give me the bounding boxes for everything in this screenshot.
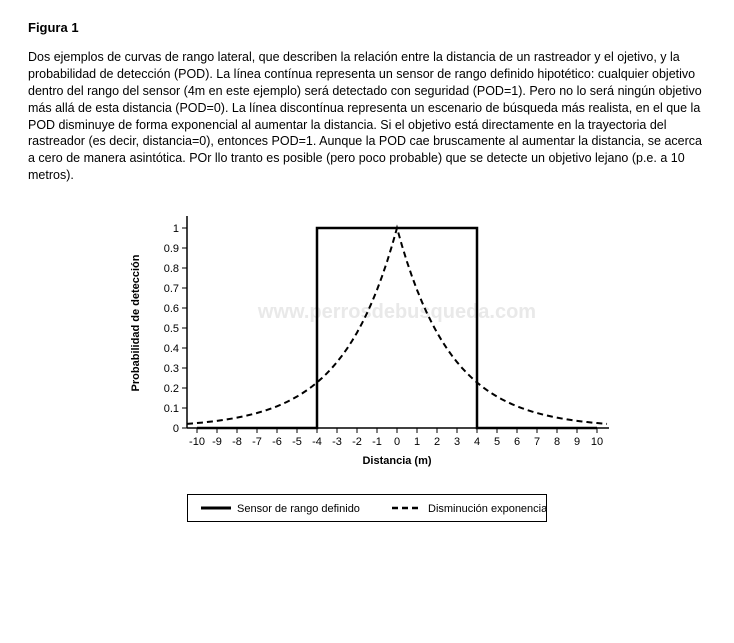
y-tick-label: 0.3 [164, 363, 179, 375]
y-tick-label: 0 [173, 423, 179, 435]
x-tick-label: 1 [414, 436, 420, 448]
x-tick-label: -5 [292, 436, 302, 448]
y-tick-label: 0.1 [164, 403, 179, 415]
chart-legend: Sensor de rango definido Disminución expo… [187, 494, 547, 522]
figure-title: Figura 1 [28, 20, 706, 35]
legend-label-exponential: Disminución exponencial [428, 503, 547, 515]
watermark-text: www.perrosdebusqueda.com [257, 301, 536, 323]
legend-label-definite: Sensor de rango definido [237, 503, 360, 515]
x-tick-label: 2 [434, 436, 440, 448]
x-tick-label: -3 [332, 436, 342, 448]
x-tick-label: -1 [372, 436, 382, 448]
y-tick-label: 0.6 [164, 303, 179, 315]
y-tick-label: 0.7 [164, 283, 179, 295]
x-tick-label: -4 [312, 436, 322, 448]
lateral-range-chart: www.perrosdebusqueda.com 0 0.1 0.2 0.3 0.4 0.5… [107, 208, 627, 488]
x-tick-label: -2 [352, 436, 362, 448]
x-axis-label: Distancia (m) [362, 455, 431, 467]
x-tick-label: 9 [574, 436, 580, 448]
figure-caption: Dos ejemplos de curvas de rango lateral,… [28, 49, 706, 184]
x-tick-label: -7 [252, 436, 262, 448]
x-tick-label: 0 [394, 436, 400, 448]
series-definite [197, 228, 597, 428]
x-tick-label: 8 [554, 436, 560, 448]
y-tick-label: 0.4 [164, 343, 179, 355]
x-tick-label: -6 [272, 436, 282, 448]
x-tick-label: 5 [494, 436, 500, 448]
y-tick-label: 0.9 [164, 243, 179, 255]
x-tick-label: 3 [454, 436, 460, 448]
series-exponential [187, 228, 607, 424]
y-tick-label: 0.8 [164, 263, 179, 275]
x-tick-label: 10 [591, 436, 603, 448]
chart-container: www.perrosdebusqueda.com 0 0.1 0.2 0.3 0.4 0.5… [28, 208, 706, 522]
y-tick-label: 1 [173, 223, 179, 235]
x-tick-label: 7 [534, 436, 540, 448]
x-tick-label: 6 [514, 436, 520, 448]
x-tick-label: -9 [212, 436, 222, 448]
y-axis-label: Probabilidad de detección [130, 254, 142, 391]
x-tick-label: -10 [189, 436, 205, 448]
y-tick-label: 0.2 [164, 383, 179, 395]
x-tick-label: 4 [474, 436, 480, 448]
x-tick-label: -8 [232, 436, 242, 448]
y-tick-label: 0.5 [164, 323, 179, 335]
